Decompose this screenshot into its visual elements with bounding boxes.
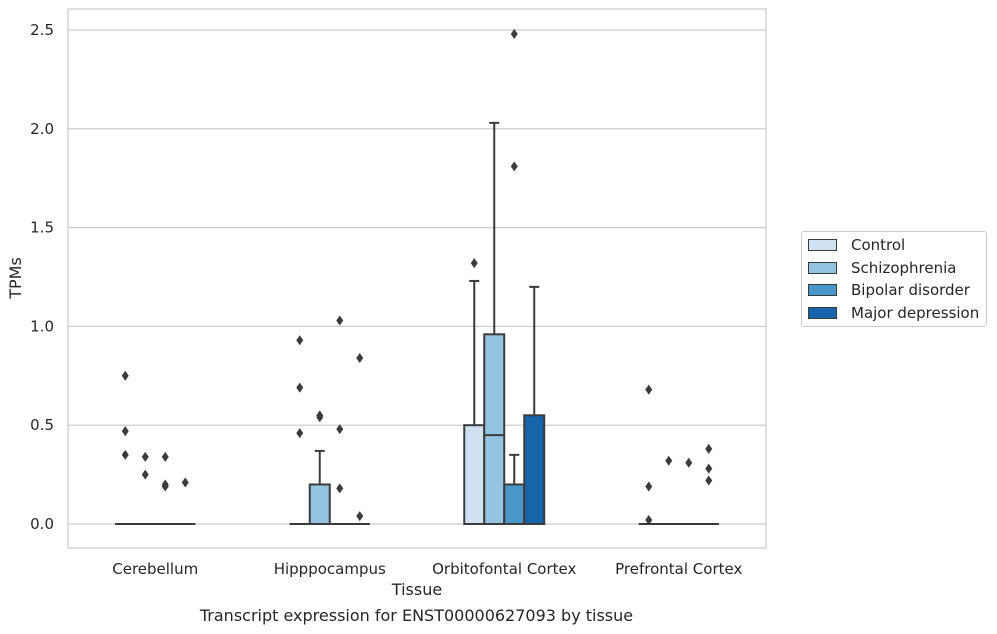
outlier-point (161, 481, 169, 492)
y-tick-label: 1.0 (30, 317, 54, 335)
box (523, 414, 546, 526)
legend-swatch-schizophrenia (808, 262, 837, 274)
outlier-point (510, 28, 518, 39)
outlier-point (296, 428, 304, 439)
outlier-point (121, 449, 129, 460)
y-tick-label: 2.5 (30, 21, 54, 39)
y-tick-label: 1.5 (30, 219, 54, 237)
outlier-point (336, 424, 344, 435)
outlier-point (356, 511, 364, 522)
legend-label-major-depression: Major depression (851, 304, 980, 322)
legend-item-control: Control (808, 235, 905, 255)
x-tick-label: Orbitofontal Cortex (432, 560, 576, 578)
outlier-point (161, 451, 169, 462)
box (503, 483, 526, 526)
legend-swatch-major-depression (808, 307, 837, 319)
outlier-point (141, 451, 149, 462)
plot-area (67, 8, 767, 549)
box (463, 424, 486, 526)
y-tick-label: 0.5 (30, 416, 54, 434)
legend-label-bipolar-disorder: Bipolar disorder (851, 281, 970, 299)
outlier-point (645, 515, 653, 526)
figure-caption: Transcript expression for ENST0000062709… (199, 606, 634, 625)
box-series (115, 28, 719, 526)
box (483, 333, 506, 525)
outlier-point (316, 412, 324, 423)
y-axis-label: TPMs (6, 257, 25, 300)
outlier-point (356, 353, 364, 364)
outlier-point (705, 463, 713, 474)
outlier-point (685, 457, 693, 468)
y-tick-labels: 0.0 0.5 1.0 1.5 2.0 2.5 (30, 21, 54, 533)
outlier-point (336, 315, 344, 326)
legend-item-bipolar-disorder: Bipolar disorder (808, 280, 970, 300)
legend-swatch-bipolar-disorder (808, 284, 837, 296)
legend-label-schizophrenia: Schizophrenia (851, 259, 957, 277)
outlier-point (121, 426, 129, 437)
legend-swatch-control (808, 239, 837, 251)
x-axis-label: Tissue (391, 580, 442, 599)
outlier-point (705, 475, 713, 486)
outlier-point (510, 161, 518, 172)
outlier-point (181, 477, 189, 488)
outlier-point (141, 469, 149, 480)
x-tick-label: Hipppocampus (274, 560, 386, 578)
outlier-point (296, 335, 304, 346)
x-tick-label: Cerebellum (112, 560, 198, 578)
outlier-point (645, 384, 653, 395)
outlier-point (645, 481, 653, 492)
outlier-point (336, 483, 344, 494)
y-tick-label: 0.0 (30, 515, 54, 533)
outlier-point (296, 382, 304, 393)
outlier-point (121, 370, 129, 381)
legend-item-schizophrenia: Schizophrenia (808, 258, 956, 278)
y-tick-label: 2.0 (30, 120, 54, 138)
x-tick-labels: Cerebellum Hipppocampus Orbitofontal Corte… (112, 560, 742, 578)
legend: Control Schizophrenia Bipolar disorder M… (801, 231, 987, 327)
x-tick-label: Prefrontal Cortex (615, 560, 742, 578)
box (308, 483, 331, 526)
outlier-point (470, 258, 478, 269)
legend-label-control: Control (851, 236, 906, 254)
outlier-point (665, 455, 673, 466)
legend-item-major-depression: Major depression (808, 303, 979, 323)
outlier-point (705, 443, 713, 454)
